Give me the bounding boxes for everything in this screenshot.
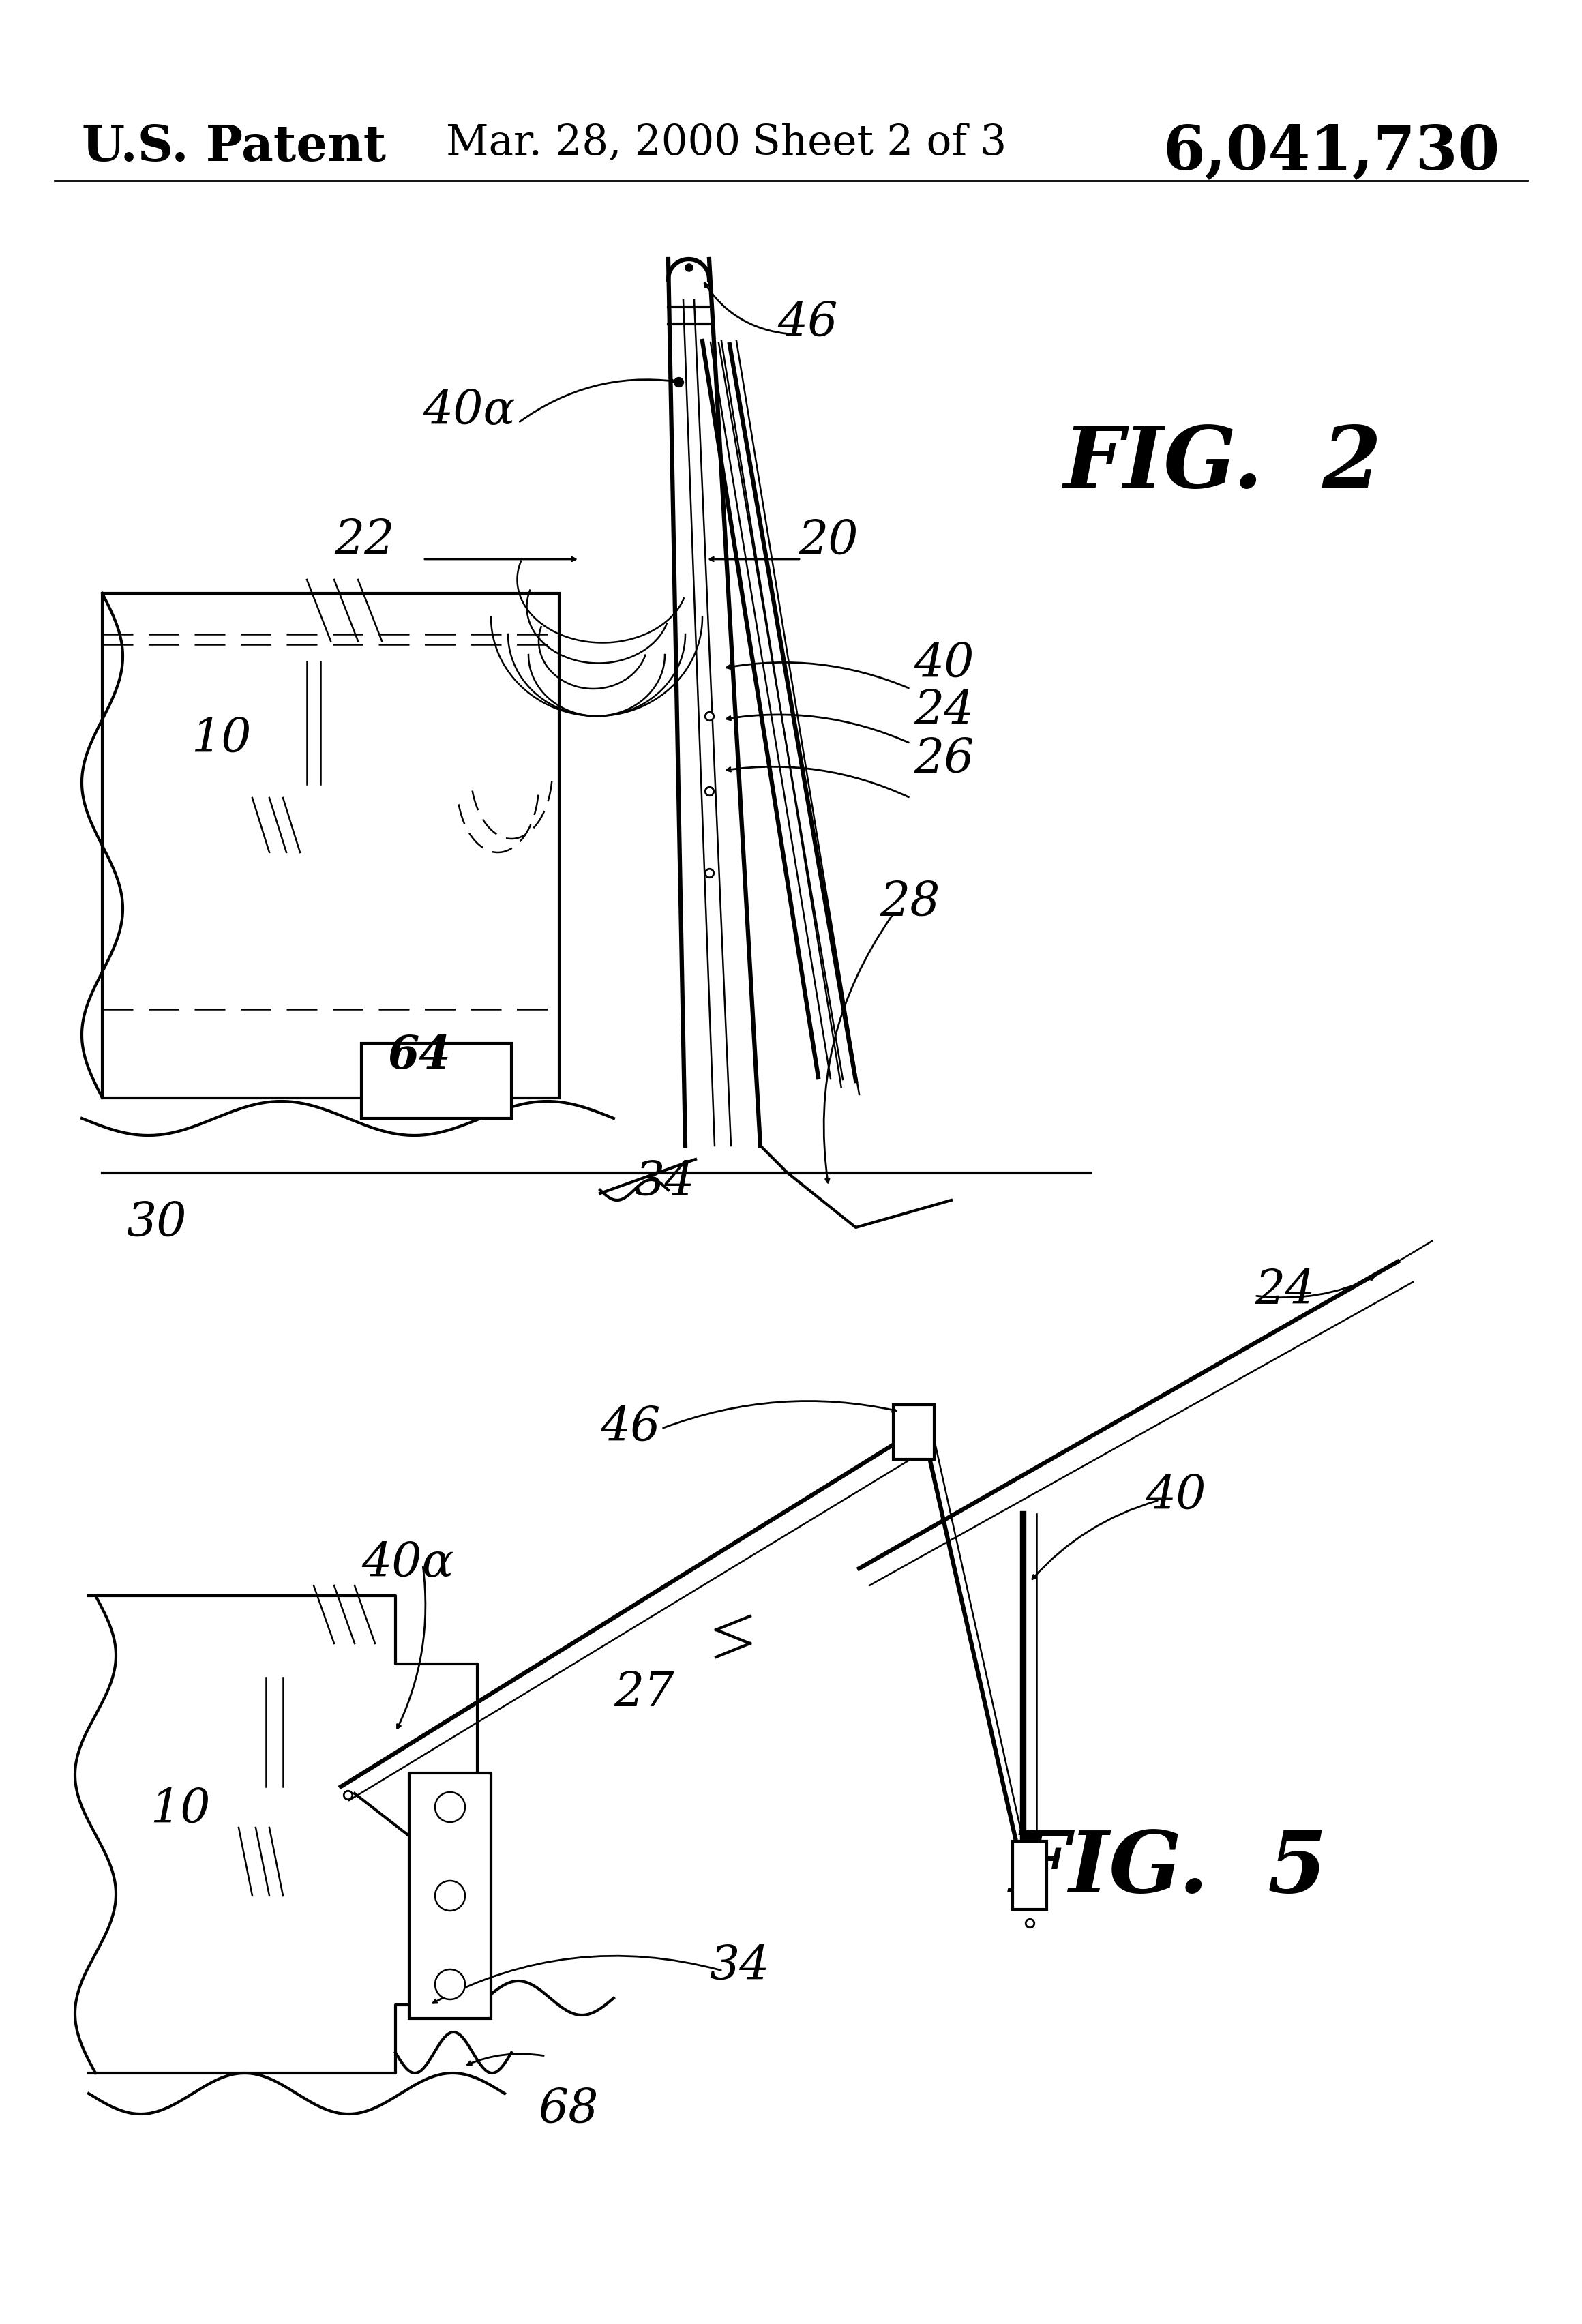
Text: 10: 10 xyxy=(191,716,252,762)
Text: 68: 68 xyxy=(539,2087,600,2133)
Text: 27: 27 xyxy=(614,1671,674,1717)
Circle shape xyxy=(435,1968,465,1999)
Bar xyxy=(1012,1841,1047,1910)
Text: 20: 20 xyxy=(797,518,857,565)
Text: 6,041,730: 6,041,730 xyxy=(1163,123,1500,181)
Text: 40: 40 xyxy=(914,641,975,686)
Text: 46: 46 xyxy=(600,1404,660,1450)
Bar xyxy=(410,1773,490,2020)
Text: 24: 24 xyxy=(1255,1269,1315,1313)
Text: 26: 26 xyxy=(914,737,975,783)
Text: 40α: 40α xyxy=(422,388,516,435)
Bar xyxy=(361,1043,511,1118)
Text: 10: 10 xyxy=(150,1787,210,1831)
Bar xyxy=(894,1404,935,1459)
Text: 28: 28 xyxy=(880,881,940,925)
Circle shape xyxy=(435,1880,465,1910)
Text: 34: 34 xyxy=(709,1943,769,1989)
Text: 30: 30 xyxy=(127,1199,187,1246)
Polygon shape xyxy=(89,1597,478,2073)
Bar xyxy=(103,593,558,1097)
Text: 22: 22 xyxy=(334,518,394,565)
Text: FIG.  5: FIG. 5 xyxy=(1009,1827,1327,1910)
Text: Sheet 2 of 3: Sheet 2 of 3 xyxy=(753,123,1006,163)
Text: 46: 46 xyxy=(777,300,838,346)
Text: FIG.  2: FIG. 2 xyxy=(1063,423,1383,507)
Circle shape xyxy=(435,1792,465,1822)
Text: 40α: 40α xyxy=(361,1541,454,1587)
Text: Mar. 28, 2000: Mar. 28, 2000 xyxy=(446,123,740,163)
Text: U.S. Patent: U.S. Patent xyxy=(82,123,386,172)
Text: 64: 64 xyxy=(388,1034,451,1078)
Text: 34: 34 xyxy=(634,1160,694,1204)
Text: 40: 40 xyxy=(1145,1473,1205,1518)
Text: 24: 24 xyxy=(914,688,975,734)
